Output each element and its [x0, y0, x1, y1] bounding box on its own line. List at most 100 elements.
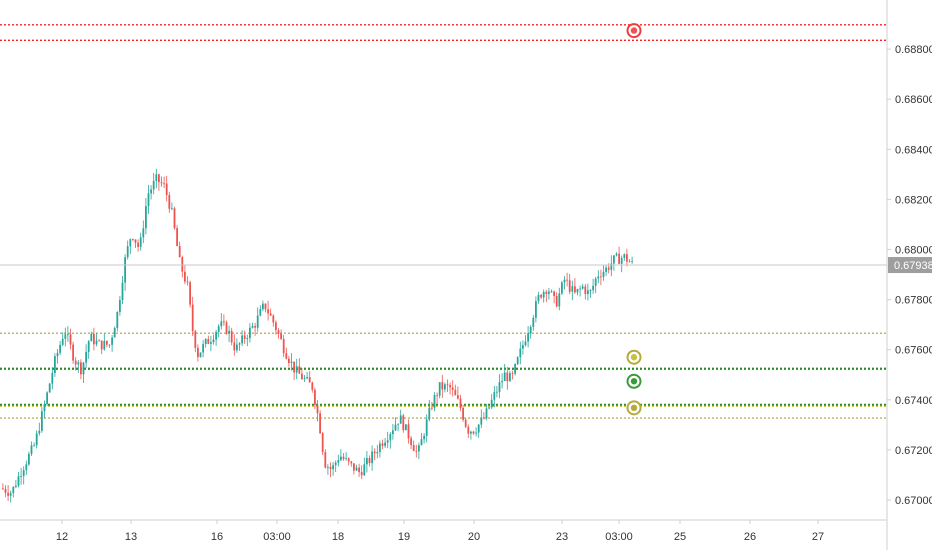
- candle-body-156: [407, 424, 410, 439]
- candle-body-152: [397, 423, 399, 425]
- level-marker-3[interactable]: [626, 400, 642, 416]
- candle-body-233: [607, 267, 610, 270]
- candle-body-9: [25, 464, 28, 471]
- candle-body-237: [618, 253, 620, 264]
- candle-body-86: [225, 322, 228, 334]
- candle-body-31: [82, 362, 85, 375]
- candle-body-75: [197, 347, 199, 358]
- candle-body-203: [529, 326, 532, 334]
- candle-body-79: [207, 338, 210, 344]
- candle-body-81: [212, 339, 215, 343]
- candle-body-123: [321, 433, 324, 453]
- candle-body-183: [477, 424, 480, 433]
- candle-body-195: [509, 373, 511, 382]
- candle-body-73: [191, 304, 194, 332]
- candle-body-135: [353, 463, 355, 471]
- x-tick-label-7: 23: [556, 531, 568, 543]
- candle-body-91: [238, 343, 241, 345]
- candle-body-18: [48, 383, 51, 393]
- candle-body-166: [433, 395, 436, 408]
- y-tick-label-0: 0.67000: [895, 495, 932, 507]
- level-marker-1[interactable]: [626, 349, 642, 365]
- candle-body-240: [626, 254, 628, 262]
- candle-body-157: [410, 438, 412, 445]
- candle-body-49: [129, 239, 132, 247]
- candle-body-196: [511, 373, 514, 374]
- candle-body-56: [147, 193, 150, 207]
- level-marker-0[interactable]: [626, 23, 642, 39]
- level-markers[interactable]: [626, 23, 642, 416]
- candle-body-85: [223, 321, 225, 323]
- candle-body-170: [444, 384, 446, 390]
- candle-body-83: [217, 326, 220, 332]
- candle-body-14: [38, 430, 41, 434]
- candle-body-25: [67, 334, 69, 336]
- candle-body-17: [46, 392, 48, 405]
- candle-body-48: [126, 246, 129, 258]
- candle-body-101: [264, 303, 267, 310]
- candle-body-20: [54, 356, 56, 374]
- candle-body-90: [236, 344, 238, 351]
- candle-body-97: [254, 326, 256, 328]
- candle-body-178: [464, 419, 467, 427]
- candle-body-224: [584, 286, 587, 295]
- candle-body-220: [574, 286, 576, 293]
- candle-body-223: [581, 286, 584, 289]
- candle-body-160: [418, 445, 420, 452]
- x-tick-label-11: 27: [812, 531, 824, 543]
- candle-body-51: [134, 239, 137, 243]
- candle-body-94: [246, 338, 249, 339]
- candle-body-154: [402, 415, 405, 431]
- candle-body-190: [496, 391, 498, 393]
- candle-body-216: [563, 279, 566, 283]
- candle-body-234: [610, 263, 613, 270]
- candle-body-168: [438, 382, 441, 396]
- candle-body-67: [176, 228, 178, 247]
- candle-body-219: [571, 286, 574, 292]
- candle-body-185: [483, 417, 485, 419]
- candle-body-182: [475, 432, 477, 434]
- candle-body-53: [139, 237, 142, 247]
- y-tick-label-8: 0.68600: [895, 94, 932, 106]
- candle-body-236: [615, 253, 618, 256]
- candle-body-179: [467, 426, 470, 434]
- candle-body-177: [462, 407, 464, 420]
- candle-body-104: [272, 315, 275, 323]
- candle-body-70: [184, 271, 186, 282]
- candle-body-125: [327, 466, 329, 468]
- candle-body-34: [90, 333, 93, 342]
- candle-body-171: [446, 384, 449, 386]
- time-axis[interactable]: 12 13 16 03:00 18 19 20 23 03:00 25 26 27: [56, 520, 824, 543]
- x-tick-label-2: 16: [211, 531, 223, 543]
- candle-body-109: [285, 353, 288, 359]
- candle-body-206: [537, 294, 540, 302]
- candle-body-121: [316, 404, 319, 414]
- candle-body-44: [116, 311, 119, 329]
- candle-body-63: [165, 183, 168, 196]
- candle-body-136: [355, 467, 358, 471]
- price-axis[interactable]: 0.67000 0.67200 0.67400 0.67600 0.67800 0.680…: [887, 44, 932, 507]
- candle-body-80: [210, 342, 212, 344]
- candle-body-87: [228, 330, 230, 334]
- candle-body-165: [431, 407, 433, 409]
- candle-body-142: [371, 451, 373, 464]
- candle-body-176: [459, 398, 462, 408]
- candle-body-213: [555, 295, 558, 307]
- candle-body-89: [233, 342, 236, 351]
- candle-body-2: [7, 492, 9, 496]
- level-marker-2[interactable]: [626, 373, 642, 389]
- candle-body-164: [428, 407, 431, 420]
- candle-body-116: [303, 378, 306, 380]
- candle-body-120: [314, 389, 316, 405]
- candle-body-131: [342, 456, 345, 459]
- candle-body-212: [553, 291, 555, 296]
- candle-body-27: [72, 344, 74, 361]
- candle-body-54: [142, 228, 145, 238]
- candle-body-93: [243, 335, 246, 339]
- candle-body-161: [420, 439, 423, 446]
- candle-body-74: [194, 331, 197, 348]
- candle-body-108: [282, 339, 285, 354]
- candle-body-222: [579, 288, 581, 290]
- candle-body-238: [620, 258, 623, 264]
